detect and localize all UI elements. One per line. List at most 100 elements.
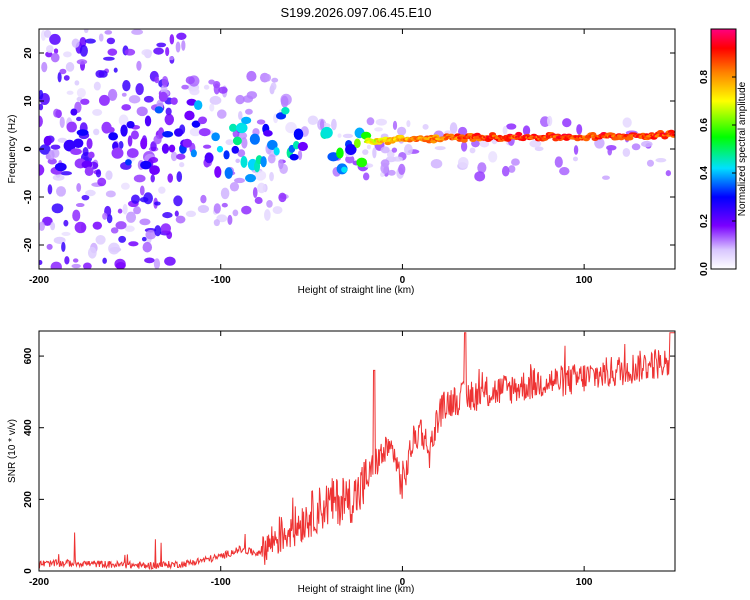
spectrogram-noise-blob: [56, 186, 66, 197]
spectrogram-noise-blob: [576, 124, 583, 135]
spectrogram-noise-blob: [64, 256, 70, 265]
spectrogram-noise-blob: [319, 119, 325, 130]
y-tick-label: -20: [23, 237, 34, 252]
x-tick-label: -200: [29, 275, 49, 286]
spectrogram-noise-blob: [225, 139, 234, 146]
spectrogram-noise-blob: [280, 95, 289, 108]
spectrogram-noise-blob: [133, 174, 146, 183]
spectrogram-ridge-blob: [297, 141, 308, 152]
spectrogram-noise-blob: [92, 108, 103, 116]
snr-background: [39, 331, 675, 571]
spectrogram-noise-blob: [457, 126, 468, 136]
spectrogram-noise-blob: [366, 144, 371, 150]
spectrogram-noise-blob: [176, 171, 183, 183]
spectrogram-noise-blob: [246, 70, 257, 82]
spectrogram-noise-blob: [246, 91, 258, 100]
spectrogram-noise-blob: [128, 241, 139, 247]
spectrogram-noise-blob: [511, 158, 520, 166]
spectrogram-noise-blob: [477, 162, 487, 174]
spectrogram-ridge-blob: [140, 137, 148, 150]
spectrogram-noise-blob: [387, 169, 396, 176]
spectrogram-ridge-blob: [240, 156, 248, 168]
spectrogram-ridge-blob: [154, 106, 164, 114]
spectrogram-noise-blob: [95, 234, 106, 245]
colorbar: 0.0 0.2 0.4 0.6 0.8 Normalized spectral ampl…: [699, 28, 748, 276]
spectrogram-noise-blob: [63, 51, 72, 58]
spectrogram-noise-blob: [267, 154, 276, 164]
spectrogram-noise-blob: [269, 171, 274, 182]
spectrogram-noise-blob: [93, 128, 100, 136]
spectrogram-noise-blob: [162, 212, 173, 219]
spectrogram-noise-blob: [115, 221, 127, 230]
x-tick-label: 0: [400, 577, 406, 588]
spectrogram-noise-blob: [227, 214, 233, 225]
spectrogram-noise-blob: [232, 209, 239, 217]
spectrogram-noise-blob: [124, 225, 135, 232]
spectrogram-noise-blob: [185, 210, 197, 218]
spectrogram-noise-blob: [161, 75, 169, 88]
spectrogram-noise-blob: [103, 56, 115, 61]
spectrogram-noise-blob: [150, 174, 155, 183]
spectrogram-noise-blob: [153, 258, 161, 269]
spectrogram-ridge-blob: [216, 145, 224, 153]
spectrogram-noise-blob: [102, 257, 107, 264]
spectrogram-noise-blob: [136, 60, 142, 71]
spectrogram-noise-blob: [203, 84, 210, 90]
spectrogram-noise-blob: [169, 56, 174, 61]
spectrogram-noise-blob: [133, 206, 141, 215]
spectrogram-noise-blob: [164, 113, 175, 126]
spectrogram-ridge-blob: [120, 124, 128, 137]
spectrogram-noise-blob: [200, 194, 207, 204]
x-tick-label: 100: [576, 577, 593, 588]
spectrogram-noise-blob: [237, 149, 246, 158]
spectrogram-noise-blob: [50, 144, 61, 150]
spectrogram-ridge-blob: [356, 157, 368, 168]
spectrogram-noise-blob: [131, 29, 144, 35]
spectrogram-ridge-blob: [281, 106, 290, 115]
spectrogram-noise-blob: [631, 143, 641, 151]
spectrogram-noise-blob: [372, 147, 377, 159]
spectrogram-ridge-blob: [108, 132, 119, 141]
spectrogram-noise-blob: [92, 221, 103, 230]
spectrogram-noise-blob: [297, 150, 303, 161]
spectrogram-noise-blob: [278, 159, 284, 170]
x-tick-label: 100: [576, 275, 593, 286]
spectrogram-ridge-blob: [158, 91, 168, 102]
colorbar-tick-label: 0.0: [699, 262, 710, 276]
spectrogram-ridge-blob: [125, 159, 132, 166]
spectrogram-noise-blob: [51, 203, 64, 214]
spectrogram-noise-blob: [622, 117, 632, 128]
spectrogram-ridge-blob: [320, 126, 333, 139]
spectrogram-ridge-blob: [161, 143, 170, 154]
spectrogram-noise-blob: [93, 81, 101, 91]
spectrogram-noise-blob: [217, 109, 227, 119]
spectrogram-noise-blob: [208, 79, 215, 85]
spectrogram-ridge-blob: [43, 135, 52, 146]
spectrogram-noise-blob: [83, 262, 92, 269]
spectrogram-noise-blob: [86, 138, 93, 150]
spectrogram-noise-blob: [75, 203, 85, 208]
snr-panel: -200 -100 0 100 0 200 400 600 Height of straig…: [7, 330, 676, 595]
spectrogram-noise-blob: [72, 258, 79, 263]
spectrogram-noise-blob: [213, 83, 220, 95]
spectrogram-noise-blob: [202, 144, 212, 149]
x-tick-label: 0: [400, 275, 406, 286]
spectrogram-ridge-blob: [73, 138, 84, 148]
spectrogram-noise-blob: [110, 227, 119, 234]
spectrogram-noise-blob: [156, 42, 167, 48]
spectrogram-x-label: Height of straight line (km): [298, 285, 415, 296]
snr-y-ticks: 0 200 400 600: [23, 347, 675, 574]
spectrogram-noise-blob: [256, 119, 266, 125]
spectrogram-noise-blob: [266, 199, 273, 208]
spectrogram-ridge-blob: [198, 116, 208, 125]
spectrogram-noise-blob: [50, 261, 62, 269]
spectrogram-ridge-blob: [214, 166, 222, 178]
spectrogram-ridge-blob: [360, 131, 372, 140]
spectrogram-noise-blob: [181, 40, 186, 51]
colorbar-ramp: [710, 28, 737, 270]
spectrogram-ridge-blob: [88, 151, 95, 159]
spectrogram-ridge-blob: [98, 94, 110, 106]
spectrogram-noise-blob: [238, 111, 243, 120]
spectrogram-noise-blob: [522, 125, 531, 136]
spectrogram-ridge-blob: [223, 150, 230, 160]
